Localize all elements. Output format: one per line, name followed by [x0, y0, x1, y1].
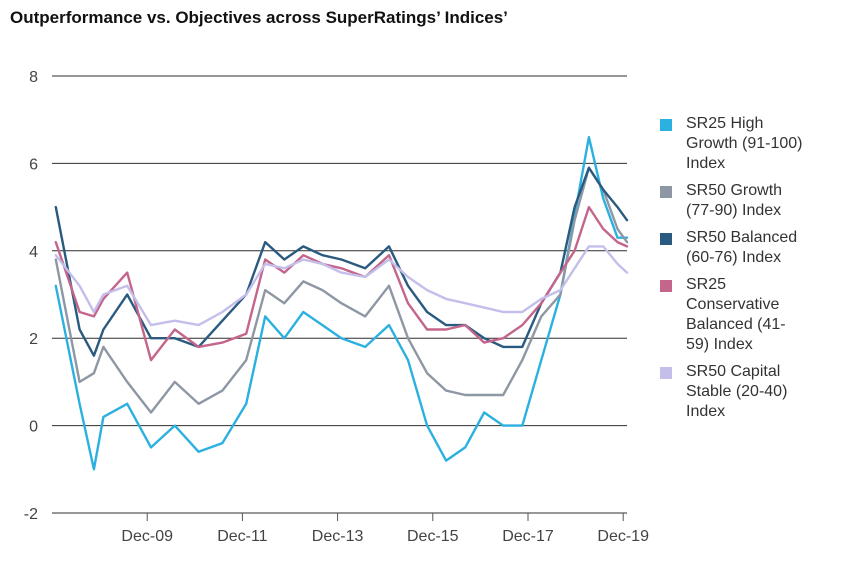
series-layer: [54, 135, 629, 471]
series-line-1: [54, 166, 629, 414]
legend-swatch: [660, 119, 672, 131]
legend-label: SR50 Balanced (60-76) Index: [686, 229, 798, 266]
legend-item: SR50 Capital Stable (20-40) Index: [660, 362, 840, 422]
legend-swatch: [660, 233, 672, 245]
legend-swatch: [660, 280, 672, 292]
x-tick-label: Dec-13: [312, 528, 364, 545]
grid-layer: [52, 75, 627, 514]
y-tick-label: 2: [29, 331, 38, 348]
legend-item: SR50 Balanced (60-76) Index: [660, 228, 840, 268]
x-tick-label: Dec-15: [407, 528, 459, 545]
y-tick-label: 0: [29, 419, 38, 436]
axis-layer: -2 0 2 4 6 8 Dec-09 Dec-11 Dec-13 Dec-15 Dec-17 Dec…: [24, 69, 649, 545]
legend-item: SR25 High Growth (91-100) Index: [660, 114, 840, 174]
legend-label: SR25 High Growth (91-100) Index: [686, 115, 803, 172]
x-tick-label: Dec-09: [121, 528, 173, 545]
y-tick-label: -2: [24, 506, 38, 523]
legend: SR25 High Growth (91-100) Index SR50 Grow…: [660, 114, 840, 429]
x-tick-label: Dec-17: [502, 528, 554, 545]
x-tick-label: Dec-19: [597, 528, 649, 545]
x-tick-label: Dec-11: [217, 528, 267, 545]
chart-title: Outperformance vs. Objectives across Sup…: [10, 8, 508, 27]
legend-label: SR25 Conservative Balanced (41- 59) Inde…: [686, 276, 786, 353]
legend-label: SR50 Growth (77-90) Index: [686, 182, 783, 219]
legend-label: SR50 Capital Stable (20-40) Index: [686, 363, 788, 420]
series-line-4: [54, 245, 629, 327]
legend-item: SR50 Growth (77-90) Index: [660, 181, 840, 221]
legend-swatch: [660, 186, 672, 198]
y-tick-label: 4: [29, 244, 38, 261]
y-tick-label: 8: [29, 69, 38, 86]
legend-item: SR25 Conservative Balanced (41- 59) Inde…: [660, 275, 840, 355]
y-tick-label: 6: [29, 156, 38, 173]
legend-swatch: [660, 367, 672, 379]
